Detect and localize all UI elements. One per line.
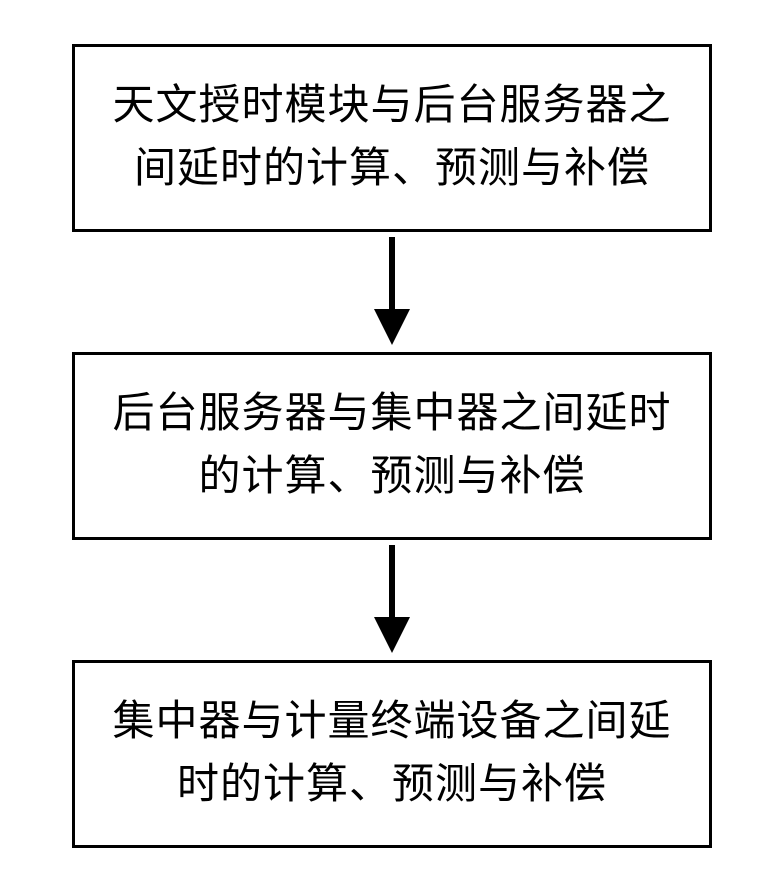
flow-node-2-label: 后台服务器与集中器之间延时的计算、预测与补偿 bbox=[103, 383, 681, 509]
flow-node-1-label: 天文授时模块与后台服务器之间延时的计算、预测与补偿 bbox=[103, 75, 681, 201]
flowchart-container: 天文授时模块与后台服务器之间延时的计算、预测与补偿 后台服务器与集中器之间延时的… bbox=[0, 24, 784, 868]
arrow-down-icon bbox=[362, 237, 422, 347]
flow-node-1: 天文授时模块与后台服务器之间延时的计算、预测与补偿 bbox=[72, 44, 712, 232]
flow-arrow-2 bbox=[362, 540, 422, 660]
flow-node-2: 后台服务器与集中器之间延时的计算、预测与补偿 bbox=[72, 352, 712, 540]
flow-node-3: 集中器与计量终端设备之间延时的计算、预测与补偿 bbox=[72, 660, 712, 848]
flow-node-3-label: 集中器与计量终端设备之间延时的计算、预测与补偿 bbox=[103, 691, 681, 817]
flow-arrow-1 bbox=[362, 232, 422, 352]
arrow-down-icon bbox=[362, 545, 422, 655]
